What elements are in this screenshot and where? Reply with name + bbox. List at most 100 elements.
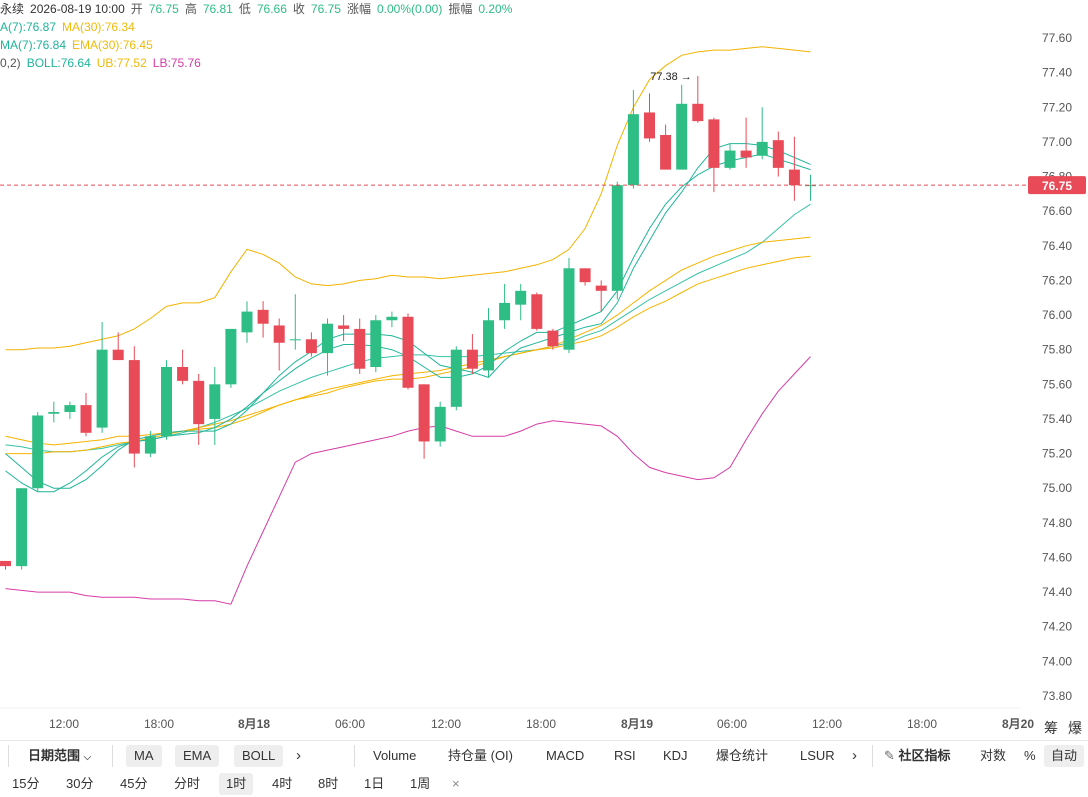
boll-upper-line — [5, 46, 811, 351]
candle-body — [756, 141, 768, 156]
date-range-button[interactable]: 日期范围 ⌵ — [28, 745, 91, 767]
candle-up — [611, 181, 623, 300]
candle-body — [450, 349, 462, 407]
auto-scale-toggle[interactable]: 自动 — [1044, 745, 1085, 767]
macd-subchart-button[interactable]: MACD — [546, 748, 585, 763]
candle-body — [305, 339, 317, 354]
interval-1d[interactable]: 1日 — [364, 776, 385, 791]
interval-8h[interactable]: 8时 — [318, 776, 339, 791]
candle-body — [660, 134, 672, 170]
price-tick-label: 77.60 — [1042, 31, 1072, 45]
candle-down — [338, 315, 350, 342]
candle-body — [418, 384, 430, 442]
candle-body — [209, 384, 221, 419]
candle-down — [305, 332, 317, 357]
candle-body — [289, 339, 301, 341]
candle-body — [354, 328, 366, 369]
ema30-value: EMA(30):76.45 — [72, 38, 153, 52]
toolbar-divider — [112, 745, 113, 767]
candle-down — [354, 318, 366, 374]
high-label: 高 — [184, 2, 197, 16]
candle-down — [579, 268, 591, 286]
community-indicators-button[interactable]: ✎ 社区指标 — [884, 745, 951, 767]
boll-ub-value: UB:77.52 — [96, 56, 147, 70]
candle-body — [579, 268, 591, 283]
close-icon[interactable]: × — [452, 776, 460, 791]
ema-indicator-chip[interactable]: EMA — [175, 745, 220, 767]
chevron-right-icon[interactable]: › — [852, 747, 857, 764]
ema-info: MA(7):76.84 EMA(30):76.45 — [0, 38, 159, 52]
candle-up — [209, 367, 221, 445]
price-tick-label: 75.00 — [1042, 481, 1072, 495]
candle-up — [96, 321, 108, 433]
candle-up — [805, 174, 816, 201]
candle-down — [692, 76, 704, 123]
candle-up — [48, 401, 60, 423]
boll-indicator-chip[interactable]: BOLL — [234, 745, 284, 767]
candle-body — [193, 380, 205, 425]
candle-up — [64, 401, 76, 419]
low-value: 76.66 — [256, 2, 287, 16]
toolbar-divider — [354, 745, 355, 767]
indicator-toolbar: 日期范围 ⌵ MA EMA BOLL › Volume 持仓量 (OI) MAC… — [0, 740, 1088, 769]
price-tick-label: 75.20 — [1042, 447, 1072, 461]
interval-30m[interactable]: 30分 — [66, 776, 94, 791]
boll-mid-value: BOLL:76.64 — [26, 56, 91, 70]
candle-body — [772, 140, 784, 168]
candle-up — [161, 360, 172, 440]
candle-body — [0, 560, 11, 567]
candle-body — [96, 349, 108, 428]
price-tick-label: 74.00 — [1042, 654, 1072, 668]
liquidation-stats-button[interactable]: 爆仓统计 — [716, 748, 769, 763]
change-label: 涨幅 — [346, 2, 371, 16]
time-tick-label: 8月18 — [238, 717, 270, 731]
time-tick-label: 12:00 — [431, 717, 461, 731]
rsi-subchart-button[interactable]: RSI — [614, 748, 636, 763]
candle-body — [402, 316, 414, 388]
candle-up — [756, 107, 768, 160]
candle-body — [370, 320, 382, 367]
interval-1h[interactable]: 1时 — [219, 773, 254, 795]
candle-up — [724, 143, 736, 170]
candle-body — [627, 114, 639, 186]
interval-4h[interactable]: 4时 — [272, 776, 293, 791]
lsur-subchart-button[interactable]: LSUR — [800, 748, 835, 763]
candle-up — [483, 308, 494, 378]
candle-body — [611, 185, 623, 291]
ma-indicator-chip[interactable]: MA — [126, 745, 162, 767]
candle-up — [322, 318, 333, 376]
open-interest-subchart-button[interactable]: 持仓量 (OI) — [448, 748, 513, 763]
open-label: 开 — [130, 2, 143, 16]
boll-lower-line — [5, 356, 811, 605]
chevron-down-icon: ⌵ — [83, 752, 92, 763]
liquidation-map-tab[interactable]: 爆 — [1068, 720, 1082, 736]
interval-45m[interactable]: 45分 — [120, 776, 148, 791]
candlestick-chart[interactable]: 77.6077.4077.2077.0076.8076.6076.4076.20… — [0, 0, 1088, 740]
candle-body — [788, 169, 800, 186]
candle-up — [434, 401, 446, 447]
interval-timeshare[interactable]: 分时 — [174, 776, 201, 791]
log-scale-toggle[interactable]: 对数 — [980, 748, 1007, 763]
price-tick-label: 76.00 — [1042, 308, 1072, 322]
candle-up — [16, 488, 28, 570]
price-axis: 77.6077.4077.2077.0076.8076.6076.4076.20… — [1042, 31, 1072, 703]
markers: 76.75 77.38 → — [0, 71, 1086, 195]
price-tick-label: 74.20 — [1042, 620, 1072, 634]
kdj-subchart-button[interactable]: KDJ — [663, 748, 688, 763]
candle-down — [193, 373, 205, 445]
candle-down — [595, 280, 607, 312]
candle-down — [708, 117, 720, 193]
community-indicators-label: 社区指标 — [898, 748, 951, 763]
candle-body — [32, 415, 44, 489]
interval-1w[interactable]: 1周 — [410, 776, 431, 791]
percent-scale-toggle[interactable]: % — [1024, 748, 1036, 763]
candle-down — [466, 334, 478, 374]
ohlc-info: 永续 2026-08-19 10:00 开 76.75 高 76.81 低 76.66 收 76.… — [0, 2, 518, 16]
time-tick-label: 12:00 — [49, 717, 79, 731]
chip-distribution-tab[interactable]: 筹 — [1044, 720, 1058, 736]
chevron-right-icon[interactable]: › — [296, 747, 301, 764]
volume-subchart-button[interactable]: Volume — [373, 748, 417, 763]
candle-body — [805, 185, 816, 187]
interval-15m[interactable]: 15分 — [12, 776, 40, 791]
candle-up — [515, 283, 527, 321]
